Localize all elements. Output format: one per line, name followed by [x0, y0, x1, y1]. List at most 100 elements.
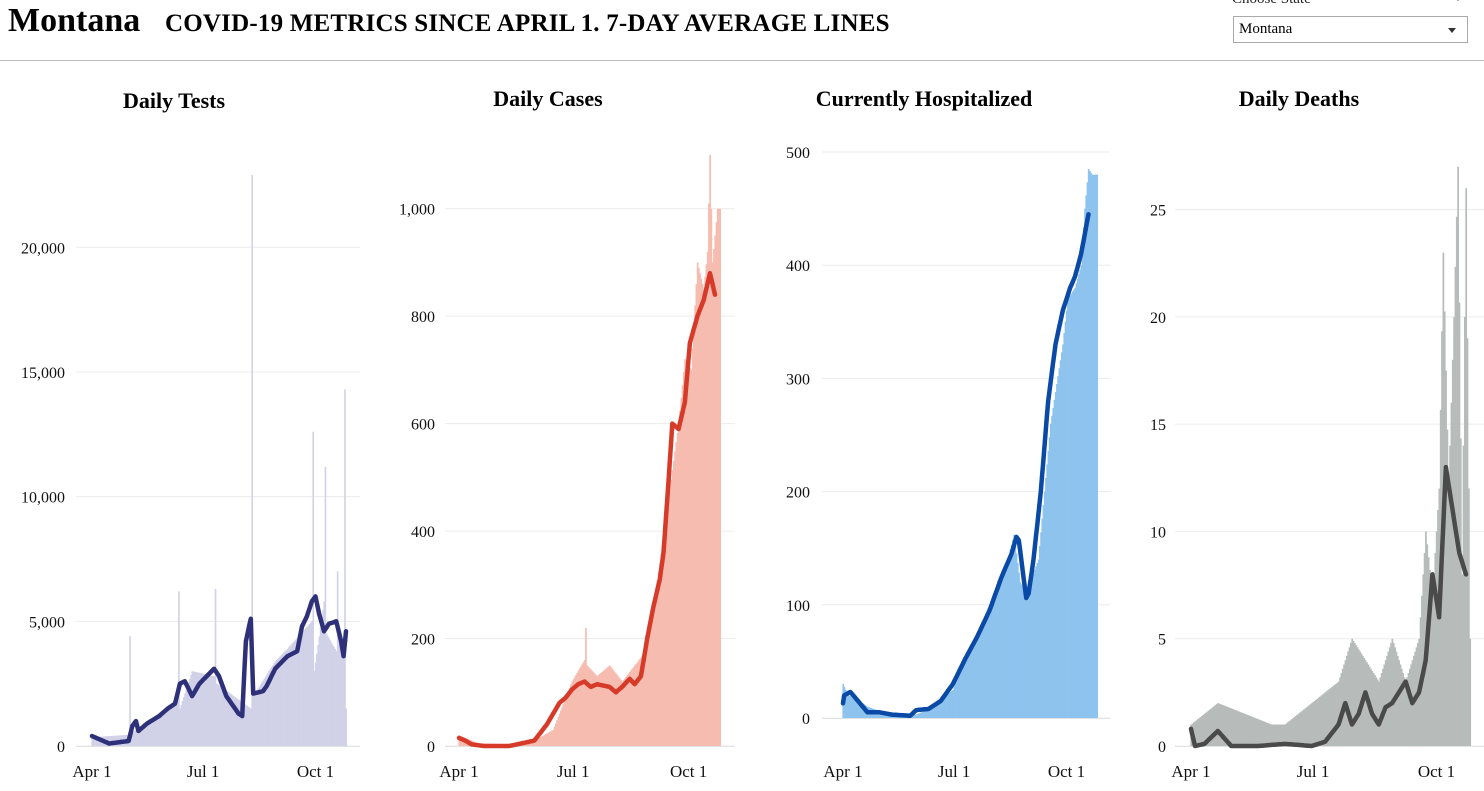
daily-tests-bar	[307, 625, 310, 746]
currently-hospitalized-bar	[937, 702, 940, 718]
daily-cases-y-tick-label: 400	[411, 524, 435, 541]
daily-tests-bar	[306, 626, 308, 746]
page-header: Montana COVID-19 METRICS SINCE APRIL 1. …	[0, 0, 1484, 61]
currently-hospitalized-bar	[853, 697, 855, 718]
daily-cases-bar	[650, 623, 653, 746]
daily-deaths-bar	[1315, 699, 1317, 746]
currently-hospitalized-bar	[1020, 584, 1023, 718]
daily-tests-bar	[190, 674, 192, 746]
state-select[interactable]: Montana	[1233, 16, 1468, 43]
daily-tests-bar	[176, 701, 179, 746]
currently-hospitalized-bar	[848, 695, 851, 718]
daily-cases-bar	[693, 326, 695, 746]
daily-tests-bar	[340, 643, 343, 746]
daily-tests-bar	[151, 718, 153, 746]
daily-deaths-bar	[1304, 708, 1307, 746]
daily-deaths-bar	[1446, 429, 1449, 746]
currently-hospitalized-bar	[858, 700, 860, 718]
daily-cases-bar	[708, 203, 710, 746]
currently-hospitalized-bar	[1095, 174, 1097, 718]
daily-tests-bar	[325, 633, 328, 746]
currently-hospitalized-y-tick-label: 200	[786, 485, 810, 502]
daily-deaths-bar	[1349, 643, 1352, 746]
daily-tests-bar	[140, 726, 142, 746]
currently-hospitalized-bar	[988, 604, 991, 718]
currently-hospitalized-bar	[1060, 352, 1063, 718]
currently-hospitalized-bar	[948, 693, 951, 718]
daily-deaths-bar	[1396, 655, 1399, 746]
daily-tests-bar	[185, 689, 188, 746]
daily-tests-bar	[240, 701, 242, 746]
daily-cases-bar	[560, 710, 562, 746]
daily-cases-bar	[605, 668, 607, 746]
currently-hospitalized-bar	[847, 695, 849, 718]
daily-deaths-bar	[1284, 724, 1286, 746]
daily-tests-bar	[230, 694, 233, 746]
daily-tests-bar	[187, 682, 190, 746]
daily-tests-bar	[345, 708, 348, 746]
daily-tests-bar	[157, 713, 159, 746]
daily-tests-bar	[244, 704, 246, 746]
daily-deaths-bar	[1272, 724, 1274, 746]
daily-deaths-bar	[1457, 166, 1459, 746]
currently-hospitalized-bar	[1086, 182, 1089, 719]
currently-hospitalized-bar	[942, 698, 945, 718]
daily-tests-bar	[178, 591, 180, 746]
daily-tests-bar	[212, 675, 214, 746]
daily-deaths-bar	[1466, 338, 1469, 746]
daily-deaths-bar	[1398, 660, 1400, 746]
daily-cases-bar	[642, 654, 645, 746]
daily-tests-bar	[135, 729, 137, 746]
daily-tests-bar	[208, 675, 211, 746]
daily-tests-bar	[179, 708, 181, 746]
daily-deaths-bar	[1348, 647, 1351, 746]
daily-tests-bar	[184, 693, 186, 746]
daily-deaths-bar	[1309, 704, 1312, 746]
currently-hospitalized-bar	[1075, 283, 1078, 718]
daily-deaths-bar	[1431, 595, 1434, 746]
daily-deaths-bar	[1407, 673, 1410, 746]
daily-deaths-bar	[1374, 675, 1376, 746]
daily-tests-bar	[169, 705, 172, 746]
daily-tests-bar	[223, 689, 225, 746]
daily-deaths-bar	[1356, 647, 1359, 746]
daily-deaths-x-tick-label: Jul 1	[1297, 762, 1330, 781]
daily-deaths-bar	[1246, 714, 1249, 746]
daily-deaths-bar	[1376, 679, 1379, 746]
daily-deaths-bar	[1337, 681, 1340, 746]
currently-hospitalized-bar	[962, 662, 964, 718]
daily-tests-bar	[312, 431, 315, 746]
currently-hospitalized-bar	[944, 696, 947, 718]
daily-tests-bar	[159, 712, 162, 746]
daily-tests-bar	[342, 646, 345, 746]
daily-deaths-bar	[1300, 711, 1303, 746]
daily-tests-bar	[294, 640, 296, 746]
daily-deaths-bar	[1203, 713, 1206, 746]
daily-tests-bar	[211, 675, 213, 746]
daily-deaths-bar	[1286, 722, 1289, 746]
daily-tests-bar	[195, 672, 197, 746]
daily-deaths-bar	[1335, 683, 1337, 746]
daily-cases-bar	[575, 675, 577, 746]
daily-cases-bar	[666, 507, 669, 746]
currently-hospitalized-bar	[1073, 289, 1075, 718]
daily-cases-bar	[590, 669, 592, 746]
daily-deaths-bar	[1317, 697, 1320, 746]
daily-cases-bar	[706, 251, 709, 746]
daily-tests-bar	[297, 636, 300, 746]
daily-deaths-bar	[1197, 719, 1199, 746]
daily-tests-x-tick-label: Oct 1	[297, 762, 334, 781]
daily-deaths-bar	[1352, 640, 1355, 746]
daily-deaths-bar	[1383, 664, 1386, 746]
currently-hospitalized-bar	[930, 707, 932, 718]
daily-cases-bar	[565, 697, 567, 746]
currently-hospitalized-bar	[1019, 582, 1022, 718]
daily-deaths-bar	[1455, 216, 1458, 747]
daily-tests-bar	[308, 624, 311, 746]
daily-cases-bar	[667, 498, 670, 746]
daily-tests-bar	[241, 702, 244, 746]
daily-cases-bar	[563, 700, 566, 746]
daily-deaths-bar	[1269, 724, 1272, 746]
daily-cases-bar	[572, 679, 575, 746]
daily-deaths-bar	[1469, 638, 1472, 746]
